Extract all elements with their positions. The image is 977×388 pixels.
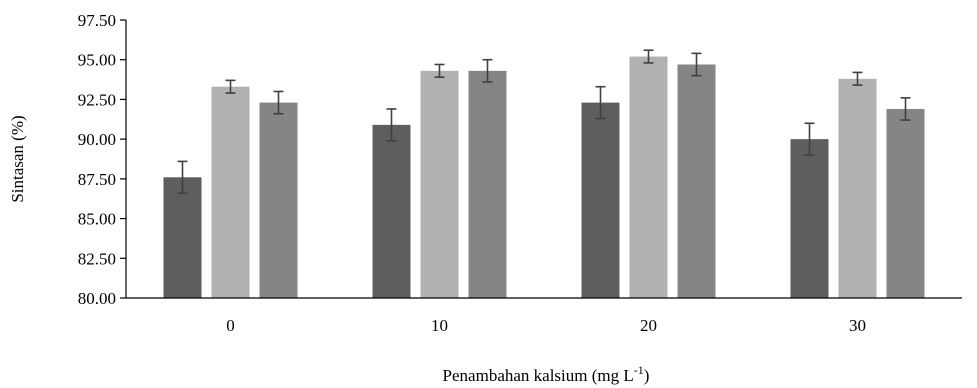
y-tick-label-0: 80.00 bbox=[78, 289, 116, 308]
y-tick-label-3: 87.50 bbox=[78, 170, 116, 189]
x-axis-ticks: 0 10 20 30 bbox=[226, 316, 866, 335]
bar-s2-c0 bbox=[259, 102, 298, 298]
y-tick-label-2: 85.00 bbox=[78, 210, 116, 229]
y-tick-label-6: 95.00 bbox=[78, 51, 116, 70]
bar-s2-c3 bbox=[886, 108, 925, 299]
bar-s0-c0 bbox=[163, 177, 202, 298]
bar-s1-c1 bbox=[420, 70, 459, 298]
y-tick-label-5: 92.50 bbox=[78, 90, 116, 109]
y-tick-label-1: 82.50 bbox=[78, 249, 116, 268]
error-bars bbox=[177, 49, 911, 194]
x-tick-label-0: 0 bbox=[226, 316, 235, 335]
bar-s1-c0 bbox=[211, 86, 250, 298]
y-axis-title: Sintasan (%) bbox=[8, 115, 27, 202]
bar-s0-c1 bbox=[372, 124, 411, 299]
x-tick-label-2: 20 bbox=[640, 316, 657, 335]
x-axis-title: Penambahan kalsium (mg L-1) bbox=[443, 363, 650, 385]
x-axis-title-end: ) bbox=[644, 366, 650, 385]
x-axis-title-sup: -1 bbox=[634, 363, 644, 377]
bar-s1-c2 bbox=[629, 56, 668, 299]
x-tick-label-3: 30 bbox=[849, 316, 866, 335]
x-tick-label-1: 10 bbox=[431, 316, 448, 335]
bar-s0-c2 bbox=[581, 102, 620, 298]
y-axis-ticks: 80.00 82.50 85.00 87.50 90.00 92.50 95.00 97.50 bbox=[78, 11, 126, 308]
bar-s0-c3 bbox=[790, 139, 829, 298]
y-tick-label-4: 90.00 bbox=[78, 130, 116, 149]
x-axis-title-main: Penambahan kalsium (mg L bbox=[443, 366, 634, 385]
y-tick-label-7: 97.50 bbox=[78, 11, 116, 30]
bar-s2-c2 bbox=[677, 64, 716, 298]
bars bbox=[163, 56, 925, 299]
bar-s1-c3 bbox=[838, 78, 877, 298]
bar-s2-c1 bbox=[468, 70, 507, 298]
